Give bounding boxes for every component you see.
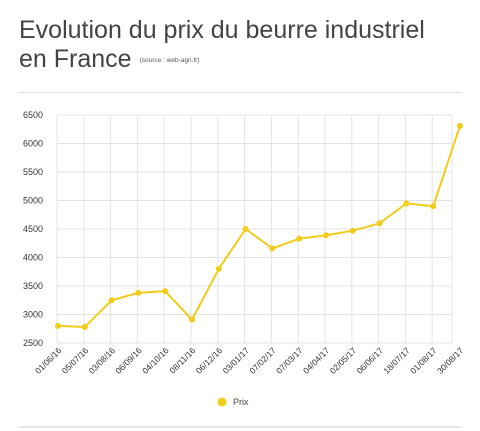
data-point[interactable] [376,220,383,227]
y-tick-label: 2500 [23,338,43,348]
data-point[interactable] [296,235,303,242]
bottom-divider [18,426,462,428]
x-tick-label: 06/06/17 [355,345,386,376]
x-tick-label: 01/08/17 [408,345,439,376]
x-tick-label: 08/11/16 [167,345,197,375]
y-tick-label: 3500 [23,281,43,291]
x-tick-label: 07/02/17 [247,345,278,376]
y-tick-label: 4000 [23,253,43,263]
series-points-prix [55,122,463,331]
data-point[interactable] [81,324,88,331]
y-tick-label: 5500 [23,167,43,177]
data-point[interactable] [403,200,410,207]
data-point[interactable] [215,265,222,272]
data-point[interactable] [162,288,169,295]
legend-label-prix: Prix [233,397,249,407]
x-tick-label: 06/09/16 [113,345,144,376]
x-tick-label: 05/07/16 [60,345,91,376]
x-tick-label: 02/05/17 [328,345,359,376]
y-axis-ticks: 2500 3000 3500 4000 4500 5000 5500 6000 6500 [23,110,43,348]
x-tick-label: 01/06/16 [33,345,64,376]
data-point[interactable] [189,316,195,323]
y-tick-label: 6000 [23,139,43,149]
data-point[interactable] [349,227,356,234]
data-point[interactable] [135,289,142,296]
x-tick-label: 07/03/17 [274,345,305,376]
data-point[interactable] [55,322,61,329]
title-separator [18,92,462,93]
y-tick-label: 5000 [23,196,43,206]
data-point[interactable] [108,297,115,304]
x-tick-label: 30/08/17 [435,345,466,376]
chart-title: Evolution du prix du beurre industriel e… [19,16,425,75]
x-tick-label: 06/12/16 [194,345,225,376]
x-tick-label: 04/10/16 [140,345,171,376]
data-point[interactable] [242,226,249,232]
y-tick-label: 4500 [23,224,43,234]
title-line-2: en France [19,45,132,73]
x-tick-label: 18/07/17 [381,345,412,376]
series-line-prix [57,125,461,329]
chart-grid [56,114,453,344]
data-point[interactable] [269,245,276,252]
x-axis-ticks: 01/06/1605/07/1603/08/1606/09/1604/10/16… [33,345,466,376]
source-note: (source : web-agri.fr) [139,56,200,64]
y-tick-label: 3000 [23,310,43,320]
x-tick-label: 04/04/17 [301,345,332,376]
legend[interactable]: Prix [217,397,249,407]
y-tick-label: 6500 [23,110,43,120]
title-line-1: Evolution du prix du beurre industriel [19,16,425,44]
x-tick-label: 03/08/16 [87,345,118,376]
data-point[interactable] [457,122,463,129]
data-point[interactable] [430,203,437,210]
legend-marker-prix [217,397,227,407]
data-point[interactable] [323,232,329,239]
x-tick-label: 03/01/17 [221,345,252,376]
